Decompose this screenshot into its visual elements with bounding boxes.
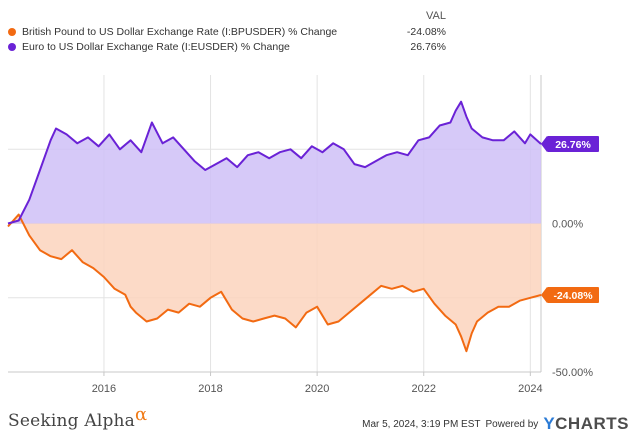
legend-marker-eur (8, 42, 16, 51)
series-line-0 (7, 213, 542, 353)
legend-label-gbp: British Pound to US Dollar Exchange Rate… (22, 25, 338, 38)
series-area-0 (8, 214, 541, 352)
series-line-1 (7, 100, 542, 225)
x-tick-label: 2024 (518, 383, 542, 395)
y-tick-label: -50.00% (552, 367, 593, 379)
end-label-text: 26.76% (555, 139, 591, 151)
ycharts-wordmark: CHARTS (555, 414, 629, 433)
chart-plot: 2016 2018 2020 2022 2024 0.00% -50.00% 26.76% -2… (7, 75, 599, 395)
end-label-badge (547, 136, 599, 153)
brand-name: Seeking Alpha (8, 411, 136, 431)
series-area-1 (8, 101, 541, 224)
legend-value-eur: 26.76% (410, 40, 446, 53)
ycharts-logo: YCHARTS (543, 414, 629, 434)
end-label-pointer (541, 287, 547, 304)
seeking-alpha-logo: Seeking Alphaα (8, 404, 147, 431)
chart-legend: VAL British Pound to US Dollar Exchange … (6, 10, 446, 54)
end-label-text: -24.08% (553, 290, 593, 302)
legend-label-eur: Euro to US Dollar Exchange Rate (I:EUSDE… (22, 40, 290, 53)
y-tick-label: 0.00% (552, 219, 583, 231)
footer-credit: Mar 5, 2024, 3:19 PM EST Powered by YCHA… (362, 414, 629, 434)
timestamp: Mar 5, 2024, 3:19 PM EST (362, 418, 481, 430)
x-tick-label: 2018 (198, 383, 222, 395)
ycharts-y-icon: Y (543, 414, 556, 433)
alpha-icon: α (135, 404, 148, 425)
end-label-pointer (541, 136, 547, 153)
legend-value-header: VAL (426, 10, 446, 22)
x-tick-label: 2020 (305, 383, 329, 395)
x-tick-label: 2022 (411, 383, 435, 395)
legend-item-eur[interactable]: Euro to US Dollar Exchange Rate (I:EUSDE… (6, 39, 446, 54)
legend-marker-gbp (8, 27, 16, 36)
legend-value-gbp: -24.08% (406, 25, 446, 38)
x-tick-label: 2016 (92, 383, 116, 395)
powered-by-text: Powered by (485, 418, 539, 430)
legend-item-gbp[interactable]: British Pound to US Dollar Exchange Rate… (6, 24, 446, 39)
end-label-badge (547, 287, 599, 304)
